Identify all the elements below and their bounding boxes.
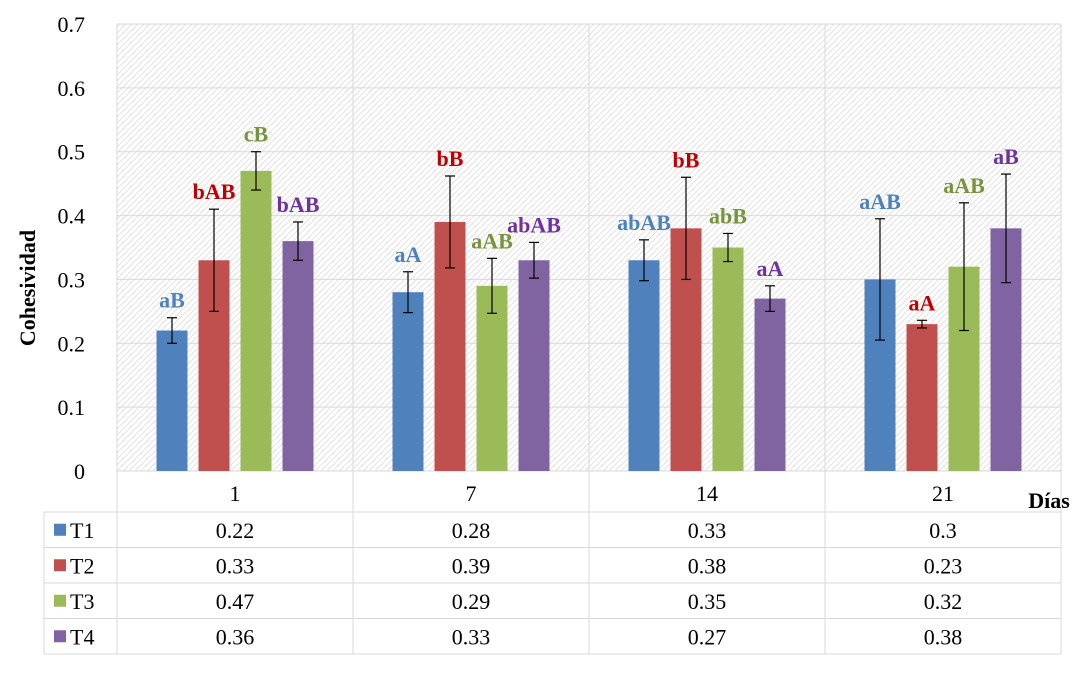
bar-t3-day-1 (240, 170, 272, 471)
table-value: 0.38 (688, 553, 727, 578)
x-tick-label: 14 (696, 481, 718, 506)
significance-letter: bAB (193, 179, 236, 204)
y-tick-label: 0.3 (58, 267, 86, 292)
significance-letter: aA (395, 242, 422, 267)
significance-letter: aAB (859, 189, 901, 214)
significance-letter: bB (437, 146, 464, 171)
table-value: 0.3 (929, 518, 957, 543)
table-value: 0.28 (452, 518, 491, 543)
bar-t4-day-14 (754, 298, 786, 471)
table-value: 0.22 (216, 518, 255, 543)
y-tick-label: 0.4 (58, 204, 86, 229)
significance-letter: aAB (471, 228, 513, 253)
x-axis-title: Días (1028, 488, 1070, 513)
bars (156, 170, 1022, 471)
table-value: 0.39 (452, 553, 491, 578)
bar-t1-day-7 (392, 292, 424, 471)
y-axis: 0 0.1 0.2 0.3 0.4 0.5 0.6 0.7 (58, 12, 86, 484)
significance-letter: abAB (617, 210, 671, 235)
significance-letter: aB (993, 144, 1019, 169)
legend-key-t4 (54, 630, 66, 643)
table-value: 0.33 (452, 624, 491, 649)
significance-letter: bB (673, 147, 700, 172)
y-tick-label: 0.1 (58, 395, 86, 420)
data-table: 1 7 14 21 T1 0.22 0.28 0.33 0.3 T2 0.33 0.39 0.38 0.2… (43, 471, 1062, 655)
legend-key-t3 (54, 594, 66, 607)
significance-letter: cB (244, 122, 269, 147)
bar-t4-day-1 (282, 241, 314, 471)
table-value: 0.32 (924, 589, 963, 614)
bar-t3-day-7 (476, 285, 508, 471)
significance-letter: aAB (943, 173, 985, 198)
bar-t2-day-21 (906, 324, 938, 471)
y-tick-label: 0.2 (58, 331, 86, 356)
significance-letter: aA (757, 256, 784, 281)
table-value: 0.35 (688, 589, 727, 614)
y-tick-label: 0 (74, 459, 85, 484)
error-bars (167, 151, 1011, 344)
legend-label: T2 (70, 553, 94, 578)
x-tick-label: 1 (230, 481, 241, 506)
table-value: 0.38 (924, 624, 963, 649)
significance-letter: aA (909, 290, 936, 315)
table-value: 0.29 (452, 589, 491, 614)
table-value: 0.33 (688, 518, 727, 543)
table-value: 0.23 (924, 553, 963, 578)
x-tick-label: 7 (466, 481, 477, 506)
bar-t1-day-14 (628, 260, 660, 471)
table-value: 0.33 (216, 553, 255, 578)
table-value: 0.27 (688, 624, 727, 649)
y-axis-title: Cohesividad (15, 230, 40, 346)
significance-letter: bAB (277, 192, 320, 217)
legend-key-t1 (54, 523, 66, 536)
legend-label: T1 (70, 518, 94, 543)
y-tick-label: 0.6 (58, 76, 86, 101)
legend-label: T3 (70, 589, 94, 614)
y-tick-label: 0.5 (58, 140, 86, 165)
table-value: 0.47 (216, 589, 255, 614)
significance-letter: abB (709, 203, 747, 228)
y-tick-label: 0.7 (58, 12, 86, 37)
bar-t1-day-1 (156, 330, 188, 471)
x-tick-label: 21 (932, 481, 954, 506)
bar-t3-day-14 (712, 247, 744, 471)
table-value: 0.36 (216, 624, 255, 649)
legend-key-t2 (54, 559, 66, 572)
significance-letter: abAB (507, 212, 561, 237)
significance-letter: aB (159, 288, 185, 313)
gridlines (116, 23, 1062, 472)
bar-t4-day-7 (518, 260, 550, 471)
legend-label: T4 (70, 624, 94, 649)
